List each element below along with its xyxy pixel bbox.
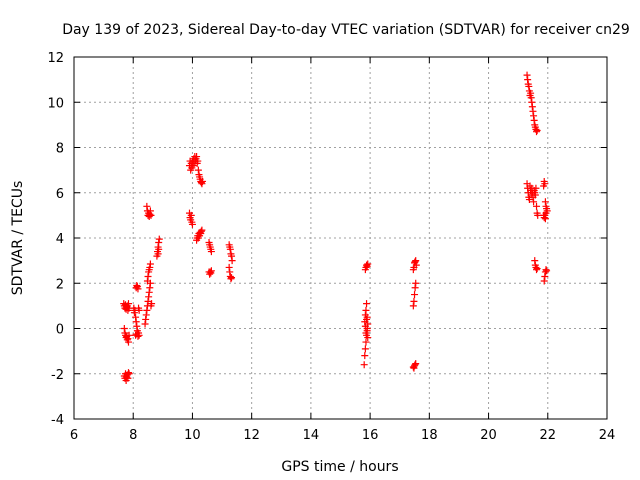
data-point bbox=[148, 300, 156, 308]
data-point bbox=[362, 338, 370, 346]
data-point bbox=[531, 191, 539, 199]
data-point bbox=[199, 177, 207, 185]
data-point bbox=[533, 265, 541, 273]
data-point bbox=[530, 198, 538, 206]
data-point bbox=[155, 235, 163, 243]
y-tick-label: 6 bbox=[56, 187, 64, 202]
y-tick-label: 2 bbox=[56, 277, 64, 292]
data-point bbox=[135, 306, 143, 314]
data-point bbox=[146, 260, 154, 268]
data-point bbox=[228, 274, 236, 282]
data-point bbox=[361, 345, 369, 353]
grid bbox=[73, 56, 608, 420]
x-tick-label: 22 bbox=[540, 428, 557, 443]
data-point bbox=[228, 257, 236, 265]
data-point bbox=[363, 300, 371, 308]
y-tick-label: -4 bbox=[51, 413, 64, 428]
x-tick-label: 12 bbox=[243, 428, 260, 443]
data-point bbox=[525, 196, 533, 204]
data-point bbox=[364, 334, 372, 342]
data-points bbox=[120, 71, 551, 385]
data-point bbox=[135, 331, 143, 339]
data-point bbox=[532, 184, 540, 192]
x-axis-label: GPS time / hours bbox=[281, 459, 398, 475]
data-point bbox=[188, 220, 196, 228]
data-point bbox=[364, 260, 372, 268]
y-tick-label: 0 bbox=[56, 323, 64, 338]
data-point bbox=[361, 322, 369, 330]
plot-border bbox=[73, 56, 608, 420]
data-point bbox=[534, 211, 542, 219]
data-point bbox=[187, 211, 195, 219]
data-point bbox=[412, 360, 420, 368]
y-tick-label: 4 bbox=[56, 232, 64, 247]
data-point bbox=[207, 267, 215, 275]
data-point bbox=[541, 180, 549, 188]
x-tick-label: 24 bbox=[599, 428, 616, 443]
x-tick-label: 16 bbox=[362, 428, 379, 443]
x-tick-label: 18 bbox=[421, 428, 438, 443]
x-tick-label: 14 bbox=[303, 428, 320, 443]
chart-title: Day 139 of 2023, Sidereal Day-to-day VTE… bbox=[62, 22, 630, 38]
x-tick-label: 6 bbox=[70, 428, 78, 443]
y-axis-label: SDTVAR / TECUs bbox=[10, 181, 26, 296]
data-point bbox=[542, 209, 550, 217]
data-point bbox=[134, 285, 142, 293]
data-point bbox=[363, 315, 371, 323]
data-point bbox=[533, 127, 541, 135]
data-point bbox=[543, 267, 551, 275]
data-point bbox=[360, 361, 368, 369]
data-point bbox=[125, 331, 133, 339]
data-point bbox=[125, 370, 133, 378]
data-point bbox=[412, 261, 420, 269]
y-tick-label: 8 bbox=[56, 142, 64, 157]
data-point bbox=[412, 279, 420, 287]
data-point bbox=[361, 352, 369, 360]
x-tick-label: 20 bbox=[480, 428, 497, 443]
y-tick-label: -2 bbox=[51, 368, 64, 383]
data-point bbox=[410, 297, 418, 305]
data-point bbox=[363, 327, 371, 335]
data-point bbox=[411, 291, 419, 299]
data-point bbox=[124, 338, 132, 346]
x-tick-label: 8 bbox=[129, 428, 137, 443]
data-point bbox=[533, 202, 541, 210]
y-tick-label: 10 bbox=[47, 96, 64, 111]
data-point bbox=[147, 211, 155, 219]
data-point bbox=[193, 153, 201, 161]
data-point bbox=[194, 157, 202, 165]
data-point bbox=[362, 306, 370, 314]
data-point bbox=[155, 245, 163, 253]
data-point bbox=[207, 248, 215, 256]
x-tick-label: 10 bbox=[184, 428, 201, 443]
data-point bbox=[198, 226, 206, 234]
y-tick-label: 12 bbox=[47, 51, 64, 66]
